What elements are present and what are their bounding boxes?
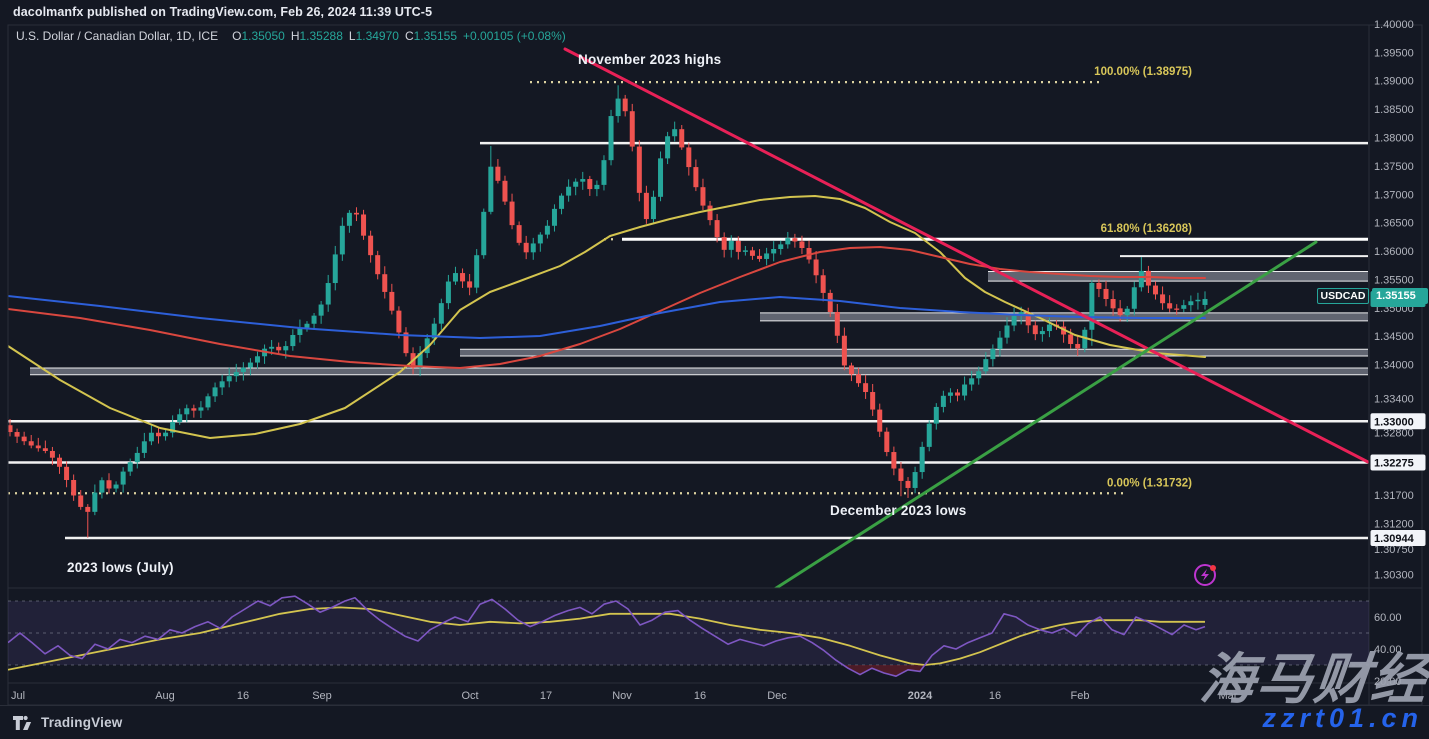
time-tick: 17: [540, 690, 552, 702]
open-value: 1.35050: [241, 29, 285, 43]
price-tick: 1.38000: [1374, 133, 1414, 145]
reaction-flash-icon[interactable]: [1192, 561, 1220, 589]
publish-info: dacolmanfx published on TradingView.com,…: [13, 5, 433, 19]
time-tick: Dec: [767, 690, 787, 702]
price-tick: 1.37500: [1374, 161, 1414, 173]
candles-layer: [8, 85, 1208, 538]
bottom-bar: TradingView: [0, 705, 1429, 739]
annotation-december-2023-lows: December 2023 lows: [830, 503, 967, 518]
trendline-ascending: [773, 240, 1318, 588]
rsi-line: [8, 595, 1206, 678]
price-tick: 1.30300: [1374, 570, 1414, 582]
time-axis: Jul Aug 16 Sep Oct 17 Nov 16 Dec 2024 16 Feb Mar: [11, 690, 1238, 702]
open-label: O: [232, 29, 242, 43]
rsi-tick: 40.00: [1374, 644, 1402, 656]
price-axis: 1.40000 1.39500 1.39000 1.38500 1.38000 1.375…: [1370, 19, 1426, 582]
price-tick: 1.36000: [1374, 246, 1414, 258]
price-tick: 1.32800: [1374, 428, 1414, 440]
close-label: C: [404, 29, 414, 43]
price-tick: 1.31200: [1374, 518, 1414, 530]
low-label: L: [348, 29, 356, 43]
high-value: 1.35288: [299, 29, 343, 43]
rsi-oversold-fill: [843, 665, 925, 677]
time-tick: Oct: [461, 690, 478, 702]
symbol-price-badge: USDCAD 1.35155: [1317, 288, 1428, 304]
time-tick: 16: [989, 690, 1001, 702]
close-value: 1.35155: [413, 29, 458, 43]
symbol-last-price-chip: 1.35155: [1372, 288, 1428, 304]
watermark-url: zzrt01.cn: [1262, 703, 1423, 733]
time-tick: Mar: [1219, 690, 1238, 702]
price-tick: 1.39500: [1374, 47, 1414, 59]
level-band: [30, 367, 1368, 375]
fib-label: 100.00% (1.38975): [1094, 66, 1192, 78]
ma-blue-line: [8, 295, 1206, 339]
annotation-november-2023-highs: November 2023 highs: [578, 52, 722, 67]
time-tick: Aug: [155, 690, 175, 702]
time-tick: Sep: [312, 690, 332, 702]
ma-yellow-line: [8, 195, 1206, 439]
price-tick: 1.35500: [1374, 274, 1414, 286]
fib-label: 61.80% (1.36208): [1101, 223, 1193, 235]
price-tick: 1.31700: [1374, 490, 1414, 502]
time-tick: Jul: [11, 690, 25, 702]
tradingview-brand[interactable]: TradingView: [41, 715, 123, 730]
annotation-2023-lows-july: 2023 lows (July): [67, 560, 174, 575]
price-tick: 1.40000: [1374, 19, 1414, 31]
symbol-title: U.S. Dollar / Canadian Dollar, 1D, ICE: [16, 29, 219, 43]
rsi-tick: 60.00: [1374, 612, 1402, 624]
price-tick: 1.39000: [1374, 76, 1414, 88]
change-value: +0.00105 (+0.08%): [463, 29, 566, 43]
price-tick: 1.34000: [1374, 360, 1414, 372]
low-value: 1.34970: [355, 29, 399, 43]
price-tick: 1.37000: [1374, 189, 1414, 201]
rsi-pane: [8, 595, 1369, 678]
level-price-badge: [1370, 454, 1426, 471]
rsi-ma-line: [8, 606, 1205, 671]
svg-text:1.32275: 1.32275: [1374, 457, 1414, 469]
chart-legend: U.S. Dollar / Canadian Dollar, 1D, ICE O1…: [16, 29, 566, 43]
lightning-bolt-glyph: [1201, 569, 1209, 581]
main-pane: [8, 47, 1369, 588]
trendline-descending: [563, 47, 1369, 464]
flash-icon-circle: [1194, 564, 1216, 586]
rsi-tick: 20.00: [1374, 676, 1402, 688]
high-label: H: [290, 29, 300, 43]
time-tick: 16: [694, 690, 706, 702]
notification-dot: [1210, 565, 1216, 571]
level-band: [460, 349, 1368, 357]
watermark-cn: 海马财经: [1197, 647, 1429, 711]
price-tick: 1.38500: [1374, 104, 1414, 116]
level-price-badge: [1370, 530, 1426, 546]
time-tick: 16: [237, 690, 249, 702]
fib-label: 0.00% (1.31732): [1107, 477, 1192, 489]
svg-text:1.33000: 1.33000: [1374, 416, 1414, 428]
price-tick: 1.33400: [1374, 394, 1414, 406]
tradingview-logo-icon[interactable]: [12, 714, 34, 732]
time-tick: Nov: [612, 690, 632, 702]
symbol-name-chip: USDCAD: [1317, 288, 1369, 304]
level-price-badge: [1370, 413, 1426, 430]
price-tick: 1.36500: [1374, 218, 1414, 230]
time-tick: 2024: [908, 690, 933, 702]
svg-text:1.30944: 1.30944: [1374, 533, 1415, 545]
time-tick: Feb: [1071, 690, 1090, 702]
level-band: [988, 271, 1368, 282]
price-tick: 1.34500: [1374, 331, 1414, 343]
price-tick: 1.30750: [1374, 544, 1414, 556]
ma-red-line: [8, 246, 1206, 369]
